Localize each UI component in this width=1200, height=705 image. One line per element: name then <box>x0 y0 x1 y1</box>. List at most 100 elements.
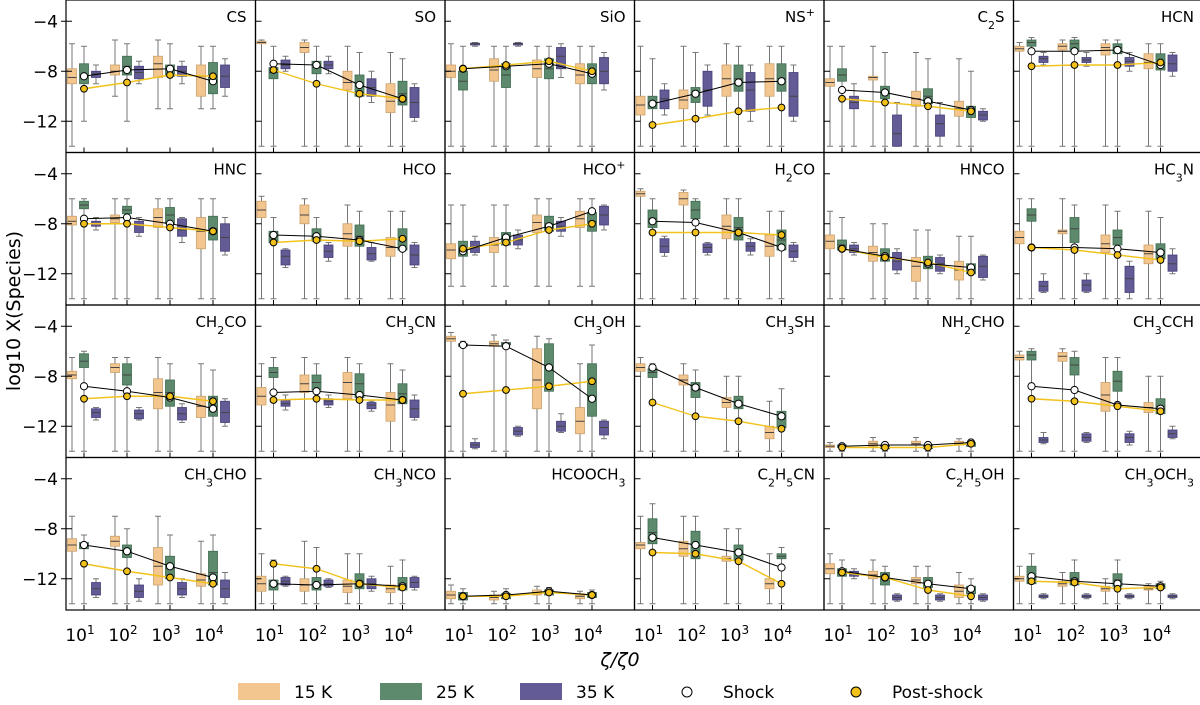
legend-item-t35: 35 K <box>520 683 615 703</box>
box-15k <box>1057 43 1068 51</box>
shock-point <box>966 584 976 593</box>
species-label: CH3CHO <box>184 466 246 490</box>
box-35k <box>280 399 291 407</box>
post-shock-point <box>80 394 88 403</box>
post-shock-line <box>842 443 972 449</box>
shock-point <box>79 382 89 391</box>
box-15k <box>299 204 310 225</box>
x-tick-label: 102 <box>677 623 706 646</box>
shock-line <box>1031 575 1161 587</box>
post-shock-point <box>545 588 553 597</box>
post-shock-line <box>652 401 782 430</box>
post-shock-point <box>502 592 510 601</box>
box-35k <box>220 400 230 423</box>
panel-ch3sh: CH3SH <box>633 304 825 459</box>
species-label: CH3CN <box>386 313 436 337</box>
x-tick-labels: 101 102 103 104 101 102 103 104 101 102 103 104 101 1… <box>65 623 1171 646</box>
y-tick-label: −12 <box>22 417 58 437</box>
box-15k <box>911 577 921 585</box>
post-shock-point <box>691 412 700 421</box>
panel-ch3cn: CH3CN <box>254 304 446 459</box>
shock-point <box>165 562 175 571</box>
box-25k <box>458 70 468 91</box>
post-shock-point <box>80 559 88 568</box>
box-15k <box>1143 244 1154 265</box>
legend-marker <box>681 686 693 698</box>
species-label: NH2CHO <box>941 313 1004 337</box>
panel-hcooch3: HCOOCH3 <box>444 456 636 611</box>
post-shock-point <box>1070 61 1079 69</box>
panel-grid: −4 −8 −12 CS SO SiO NS+ C2S HCN −4 −8 −12 HNC HCO HCO+… <box>22 0 1200 646</box>
post-shock-point <box>1156 256 1165 264</box>
box-35k <box>702 70 713 107</box>
species-label: HCOOCH3 <box>551 466 625 490</box>
shock-point <box>691 383 700 392</box>
box-35k <box>1167 54 1178 72</box>
species-label: CH3OCH3 <box>1125 466 1194 490</box>
box-15k <box>575 407 585 435</box>
post-shock-line <box>83 395 214 402</box>
post-shock-point <box>459 592 467 601</box>
box-15k <box>153 55 163 78</box>
shock-point <box>648 363 657 372</box>
shock-point <box>79 540 89 550</box>
box-15k <box>532 348 542 410</box>
box-15k <box>1057 229 1068 235</box>
post-shock-point <box>209 72 217 81</box>
panel-c2h5cn: C2H5CN <box>633 456 825 611</box>
box-15k <box>67 215 77 226</box>
shock-line <box>462 344 593 400</box>
panel-sio: SiO <box>444 0 636 154</box>
post-shock-point <box>355 396 364 404</box>
post-shock-line <box>83 563 214 585</box>
post-shock-point <box>924 102 932 111</box>
panel-ch3oh: CH3OH <box>444 304 636 459</box>
post-shock-point <box>166 573 174 582</box>
post-shock-line <box>273 69 403 100</box>
species-label: SO <box>415 8 436 26</box>
box-15k <box>575 210 585 228</box>
shock-point <box>312 580 321 590</box>
post-shock-point <box>123 392 131 401</box>
shock-point <box>734 78 743 87</box>
x-tick-label: 104 <box>384 623 413 646</box>
legend-label: Post-shock <box>892 683 983 703</box>
species-label: CH3CCH <box>1133 313 1194 337</box>
box-35k <box>134 409 144 420</box>
box-25k <box>1026 350 1037 361</box>
box-15k <box>868 75 878 81</box>
y-axis-label: log10 X(Species) <box>3 231 25 391</box>
shock-point <box>269 230 278 240</box>
post-shock-point <box>967 107 975 116</box>
legend-item-t25: 25 K <box>380 683 475 703</box>
y-tick-label: −12 <box>22 112 58 132</box>
post-shock-point <box>1027 243 1036 252</box>
legend-swatch <box>380 683 422 700</box>
x-tick-label: 104 <box>763 623 792 646</box>
y-tick-label: −4 <box>33 165 58 185</box>
shock-point <box>544 363 554 372</box>
post-shock-point <box>123 78 131 87</box>
x-tick-label: 101 <box>1013 623 1042 646</box>
species-label: H2CO <box>774 161 815 185</box>
post-shock-line <box>652 106 782 126</box>
post-shock-point <box>881 443 889 452</box>
post-shock-point <box>648 121 657 129</box>
shock-point <box>122 547 132 556</box>
post-shock-point <box>967 592 975 601</box>
shock-point <box>1113 45 1122 55</box>
legend-marker <box>850 686 862 698</box>
post-shock-point <box>398 94 407 103</box>
box-35k <box>1124 433 1135 443</box>
shock-point <box>1070 47 1079 56</box>
post-shock-point <box>209 397 217 406</box>
x-tick-label: 101 <box>634 623 663 646</box>
box-15k <box>196 64 206 97</box>
post-shock-point <box>1027 394 1036 403</box>
x-tick-label: 102 <box>1056 623 1085 646</box>
post-shock-point <box>691 114 700 123</box>
shock-line <box>1031 385 1161 410</box>
shock-line <box>462 63 593 75</box>
box-15k <box>764 63 775 97</box>
box-35k <box>788 72 799 117</box>
